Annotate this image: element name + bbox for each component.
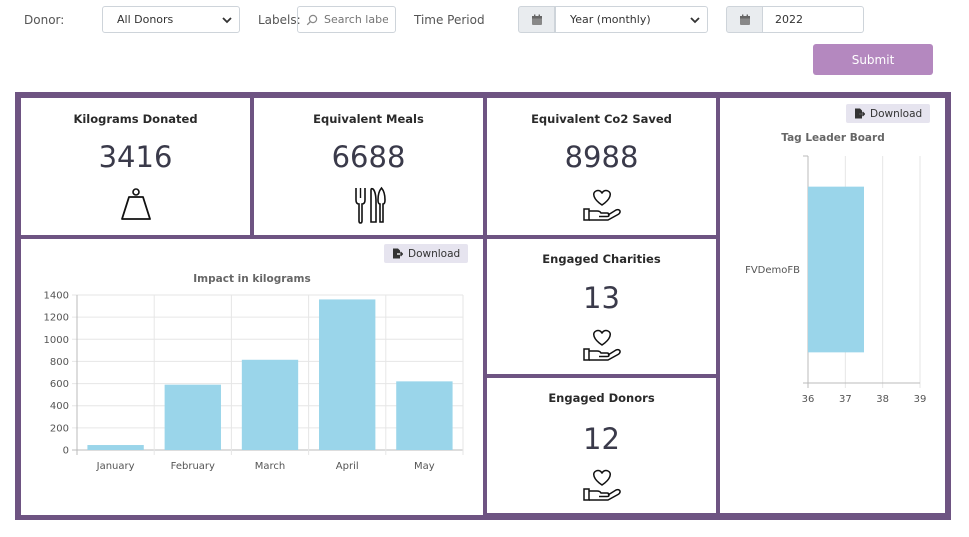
utensils-icon — [354, 186, 386, 224]
period-calendar-button[interactable] — [518, 6, 555, 33]
tag-leaderboard-chart: Tag Leader Board 36 37 38 39 FVDemoFB — [745, 132, 927, 405]
kg-donated-card: Kilograms Donated 3416 — [21, 98, 250, 235]
kg-donated-title: Kilograms Donated — [73, 112, 198, 126]
meals-value: 6688 — [331, 140, 406, 174]
period-select-value: Year (monthly) — [570, 13, 651, 26]
file-export-icon — [393, 248, 403, 259]
impact-download-label: Download — [408, 247, 461, 260]
x-tick-label: 36 — [802, 394, 815, 405]
impact-bar-chart: Impact in kilograms 0 200 400 600 800 1000 120… — [44, 273, 464, 472]
donors-title: Engaged Donors — [548, 391, 655, 405]
weight-icon — [120, 188, 151, 220]
donors-value: 12 — [583, 422, 620, 456]
year-input-value: 2022 — [775, 13, 803, 26]
leaderboard-chart-title: Tag Leader Board — [781, 132, 884, 144]
chevron-down-icon — [222, 16, 232, 23]
bar[interactable] — [319, 299, 376, 450]
submit-button[interactable]: Submit — [813, 44, 933, 75]
bar[interactable] — [164, 384, 221, 450]
bar[interactable] — [241, 359, 299, 450]
x-tick-label: April — [336, 461, 359, 472]
hand-heart-icon — [582, 329, 621, 361]
x-tick-label: May — [414, 461, 435, 472]
x-tick-label: 38 — [876, 394, 889, 405]
leaderboard-download-label: Download — [870, 107, 923, 120]
co2-value: 8988 — [564, 140, 639, 174]
y-tick-label: 600 — [50, 379, 69, 390]
y-tick-label: 200 — [50, 423, 69, 434]
meals-card: Equivalent Meals 6688 — [254, 98, 483, 235]
charities-title: Engaged Charities — [542, 252, 661, 266]
charities-value: 13 — [583, 281, 620, 315]
file-export-icon — [855, 108, 865, 119]
x-tick-label: February — [171, 461, 215, 472]
labels-search-box[interactable] — [297, 6, 396, 33]
x-tick-label: 39 — [914, 394, 927, 405]
donor-select-value: All Donors — [117, 13, 174, 26]
y-tick-label: FVDemoFB — [745, 265, 800, 276]
kg-donated-value: 3416 — [98, 140, 173, 174]
bar[interactable] — [87, 445, 144, 450]
y-tick-label: 1000 — [44, 335, 69, 346]
hand-heart-icon — [582, 189, 621, 221]
bar[interactable] — [808, 186, 864, 353]
y-tick-label: 0 — [63, 446, 69, 457]
x-tick-label: March — [255, 461, 285, 472]
leaderboard-download-button[interactable]: Download — [846, 104, 931, 123]
search-icon — [306, 14, 318, 25]
donor-label: Donor: — [24, 13, 65, 27]
year-calendar-button[interactable] — [726, 6, 763, 33]
hand-heart-icon — [582, 469, 621, 501]
chevron-down-icon — [690, 16, 700, 23]
time-period-label: Time Period — [414, 13, 485, 27]
y-tick-label: 400 — [50, 401, 69, 412]
x-tick-label: January — [96, 461, 135, 472]
y-tick-label: 1400 — [44, 291, 69, 302]
period-select[interactable]: Year (monthly) — [555, 6, 708, 33]
labels-label: Labels: — [258, 13, 301, 27]
meals-title: Equivalent Meals — [313, 112, 424, 126]
donors-card: Engaged Donors 12 — [487, 378, 716, 513]
co2-card: Equivalent Co2 Saved 8988 — [487, 98, 716, 235]
impact-chart-card: Download Impact in kilograms 0 200 400 600 8… — [21, 239, 483, 515]
impact-download-button[interactable]: Download — [384, 244, 469, 263]
x-tick-label: 37 — [839, 394, 852, 405]
y-tick-label: 800 — [50, 357, 69, 368]
bar[interactable] — [396, 381, 453, 450]
donor-select[interactable]: All Donors — [102, 6, 240, 33]
year-input[interactable]: 2022 — [763, 6, 864, 33]
co2-title: Equivalent Co2 Saved — [531, 112, 672, 126]
charities-card: Engaged Charities 13 — [487, 239, 716, 374]
labels-search-input[interactable] — [324, 13, 388, 26]
calendar-icon — [739, 14, 750, 25]
impact-chart-title: Impact in kilograms — [193, 273, 310, 285]
calendar-icon — [531, 14, 542, 25]
y-tick-label: 1200 — [44, 313, 69, 324]
tag-leaderboard-card: Download Tag Leader Board 36 37 38 39 FVDemo… — [720, 98, 945, 513]
